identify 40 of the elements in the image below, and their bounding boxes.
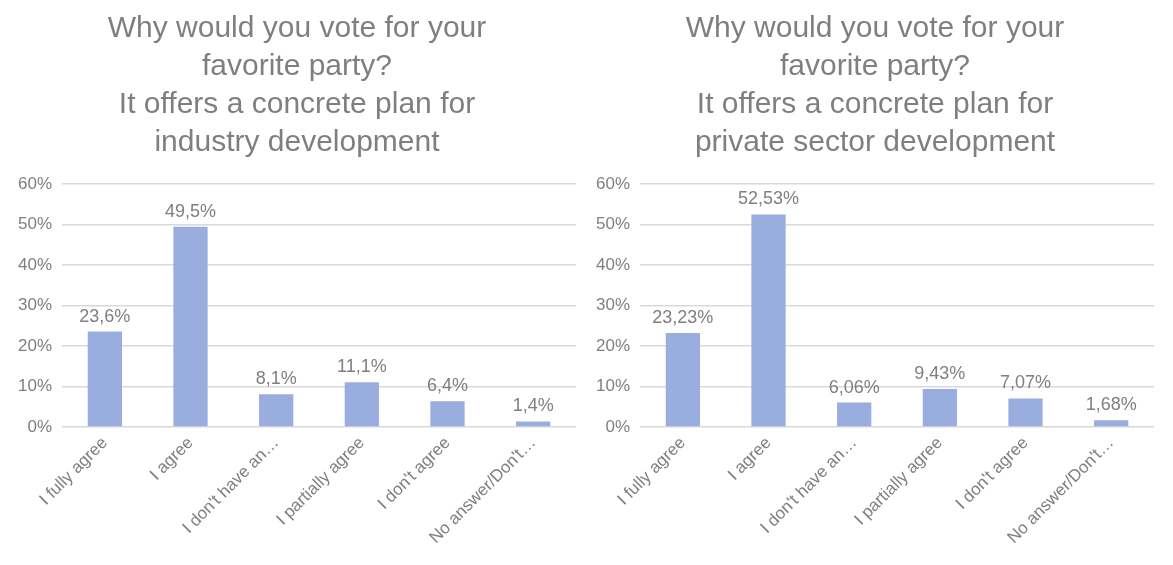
data-label: 6,06% — [828, 376, 880, 397]
data-label: 11,1% — [336, 356, 387, 377]
y-tick-label: 20% — [17, 335, 53, 355]
bar — [87, 331, 122, 427]
bar — [751, 214, 786, 427]
y-tick-label: 50% — [17, 214, 53, 234]
y-tick-label: 60% — [17, 173, 53, 193]
data-label: 6,4% — [426, 375, 469, 396]
bar — [837, 402, 872, 427]
bar — [665, 333, 700, 427]
y-tick-label: 50% — [595, 214, 631, 234]
y-tick-label: 0% — [605, 416, 631, 436]
data-label: 9,43% — [914, 362, 966, 383]
chart-title: Why would you vote for your favorite party? It offers a concrete plan for private sector development — [684, 9, 1066, 159]
bar — [430, 401, 465, 427]
y-tick-label: 0% — [27, 416, 53, 436]
data-label: 49,5% — [165, 200, 217, 221]
bar — [1008, 398, 1043, 427]
bar — [173, 226, 208, 427]
data-label: 8,1% — [255, 368, 297, 389]
bar — [1094, 420, 1129, 427]
data-label: 23,23% — [652, 307, 714, 328]
data-label: 7,07% — [999, 372, 1052, 393]
y-tick-label: 60% — [595, 173, 631, 193]
y-tick-label: 40% — [17, 254, 53, 274]
y-tick-label: 10% — [595, 376, 631, 396]
bar — [344, 382, 379, 427]
bar — [516, 421, 551, 427]
bar — [922, 388, 957, 427]
data-label: 1,68% — [1085, 394, 1137, 415]
y-tick-label: 30% — [595, 295, 631, 315]
y-tick-label: 10% — [17, 376, 53, 396]
y-tick-label: 20% — [595, 335, 631, 355]
bar — [259, 394, 294, 427]
chart-title: Why would you vote for your favorite party? It offers a concrete plan for industry development — [106, 9, 488, 159]
data-label: 52,53% — [737, 188, 800, 209]
y-tick-label: 40% — [595, 254, 631, 274]
data-label: 23,6% — [79, 305, 131, 326]
data-label: 1,4% — [512, 395, 554, 416]
y-tick-label: 30% — [17, 295, 53, 315]
